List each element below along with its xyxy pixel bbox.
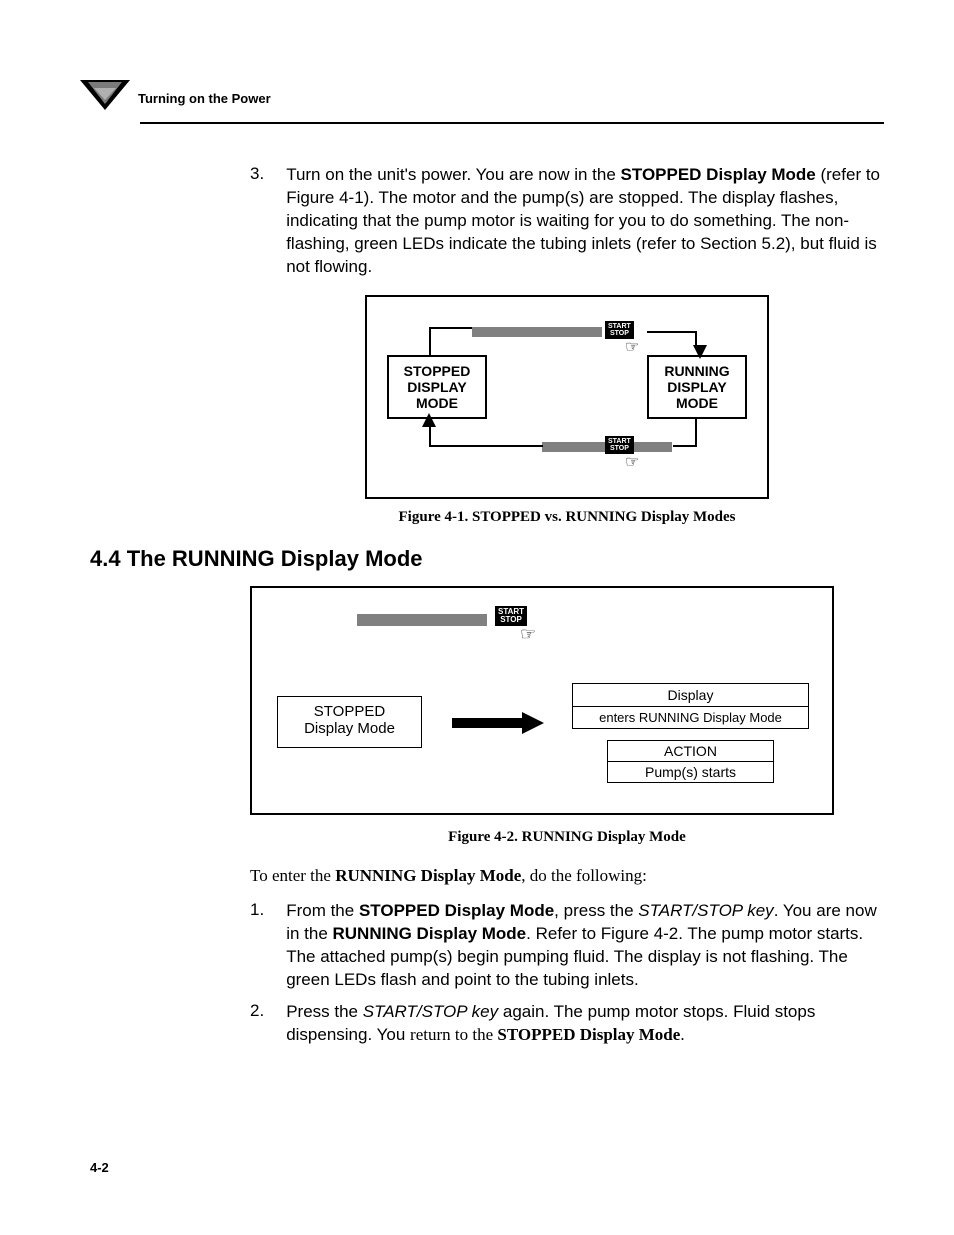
content-column: 3. Turn on the unit's power. You are now… [250, 164, 884, 526]
page-header: Turning on the Power [80, 80, 864, 116]
figure-4-2: START STOP ☞ STOPPED Display Mode Displa… [250, 586, 834, 815]
hand-icon: ☞ [625, 452, 639, 472]
line [695, 419, 697, 447]
list-text: Press the START/STOP key again. The pump… [286, 1001, 884, 1047]
list-number: 3. [250, 164, 264, 279]
hand-icon: ☞ [520, 624, 536, 645]
start-stop-button: START STOP [495, 606, 527, 626]
page: Turning on the Power 3. Turn on the unit… [0, 0, 954, 1235]
action-box: ACTION Pump(s) starts [607, 740, 774, 783]
list-number: 2. [250, 1001, 264, 1047]
grey-bar [357, 614, 487, 626]
stopped-mode-box: STOPPED DISPLAY MODE [387, 355, 487, 419]
line [429, 445, 543, 447]
list-text: From the STOPPED Display Mode, press the… [286, 900, 884, 992]
section-4-4-heading: 4.4 The RUNNING Display Mode [90, 546, 864, 572]
page-number: 4-2 [90, 1160, 109, 1175]
header-rule [140, 122, 884, 124]
arrow-shaft [452, 718, 522, 728]
list-item-1: 1. From the STOPPED Display Mode, press … [250, 900, 884, 992]
figure-4-1: STOPPED DISPLAY MODE RUNNING DISPLAY MOD… [365, 295, 769, 499]
line [647, 331, 697, 333]
list-number: 1. [250, 900, 264, 992]
grey-bar-top [472, 327, 602, 337]
stopped-box: STOPPED Display Mode [277, 696, 422, 748]
figure-4-1-caption: Figure 4-1. STOPPED vs. RUNNING Display … [250, 509, 884, 526]
running-mode-box: RUNNING DISPLAY MODE [647, 355, 747, 419]
line [429, 327, 473, 329]
list-item-2: 2. Press the START/STOP key again. The p… [250, 1001, 884, 1047]
hand-icon: ☞ [625, 337, 639, 357]
intro-line: To enter the RUNNING Display Mode, do th… [250, 866, 884, 886]
stopped-display-mode-term: STOPPED Display Mode [621, 165, 816, 184]
header-section-title: Turning on the Power [138, 91, 271, 106]
line [429, 425, 431, 447]
section-4-4-body: START STOP ☞ STOPPED Display Mode Displa… [250, 586, 884, 1048]
line [673, 445, 697, 447]
display-box: Display enters RUNNING Display Mode [572, 683, 809, 729]
arrowhead-icon [422, 413, 436, 427]
arrowhead-icon [693, 345, 707, 359]
header-triangle-icon [80, 80, 130, 116]
arrowhead-icon [522, 712, 544, 734]
line [429, 327, 431, 355]
figure-4-2-caption: Figure 4-2. RUNNING Display Mode [250, 829, 884, 846]
list-item-3: 3. Turn on the unit's power. You are now… [250, 164, 884, 279]
list-text: Turn on the unit's power. You are now in… [286, 164, 884, 279]
